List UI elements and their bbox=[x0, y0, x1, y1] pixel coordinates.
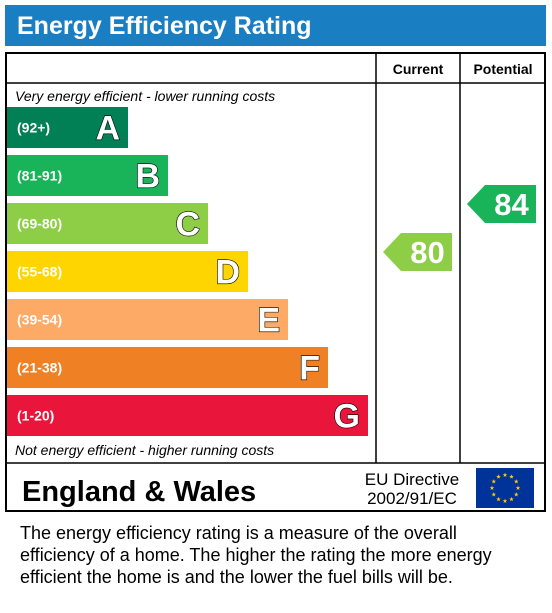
eu-star bbox=[502, 472, 508, 477]
eu-star bbox=[491, 492, 497, 497]
bottom-note: Not energy efficient - higher running co… bbox=[15, 442, 274, 458]
eu-star bbox=[496, 496, 501, 502]
band-c-letter: C bbox=[175, 206, 200, 244]
band-a-bar bbox=[7, 107, 128, 148]
description-line-3: efficient the home is and the lower the … bbox=[20, 567, 453, 587]
description-line-1: The energy efficiency rating is a measur… bbox=[20, 523, 457, 543]
description-line-2: efficiency of a home. The higher the rat… bbox=[20, 545, 492, 565]
band-d-bar bbox=[7, 251, 248, 292]
region-label: England & Wales bbox=[22, 476, 256, 508]
band-b-letter: B bbox=[135, 158, 160, 196]
rating-arrows: 80 84 bbox=[383, 185, 536, 271]
band-e-bar bbox=[7, 299, 288, 340]
eu-flag-icon bbox=[476, 468, 534, 508]
eu-star bbox=[513, 479, 519, 484]
band-c-range: (69-80) bbox=[17, 216, 62, 232]
band-b-bar bbox=[7, 155, 168, 196]
eu-star bbox=[502, 498, 508, 503]
current-rating-value: 80 bbox=[410, 235, 444, 270]
band-c-bar bbox=[7, 203, 208, 244]
eu-star bbox=[489, 485, 495, 490]
chart-frame bbox=[5, 52, 546, 512]
title-bar: Energy Efficiency Rating bbox=[5, 5, 546, 46]
chart-title: Energy Efficiency Rating bbox=[17, 12, 312, 40]
band-g-letter: G bbox=[334, 398, 360, 436]
band-d-letter: D bbox=[215, 254, 240, 292]
rating-bands: (92+) A (81-91) B (69-80) C (55-68) D (39-54) E (2… bbox=[7, 107, 368, 436]
band-e-range: (39-54) bbox=[17, 312, 62, 328]
band-g-bar bbox=[7, 395, 368, 436]
band-f-range: (21-38) bbox=[17, 360, 62, 376]
directive-line-1: EU Directive bbox=[365, 470, 459, 489]
band-d-range: (55-68) bbox=[17, 264, 62, 280]
eu-star bbox=[509, 474, 514, 479]
eu-star bbox=[496, 474, 501, 479]
description: The energy efficiency rating is a measur… bbox=[20, 522, 535, 588]
potential-column-header: Potential bbox=[473, 61, 532, 77]
eu-star bbox=[515, 485, 521, 490]
eu-star bbox=[491, 479, 497, 484]
current-column-header: Current bbox=[393, 61, 444, 77]
band-a-range: (92+) bbox=[17, 120, 50, 136]
eu-star bbox=[513, 492, 519, 497]
eu-star bbox=[509, 496, 514, 502]
potential-rating-arrow bbox=[467, 185, 536, 223]
directive-line-2: 2002/91/EC bbox=[367, 489, 457, 508]
current-rating-arrow bbox=[383, 233, 452, 271]
band-f-letter: F bbox=[299, 350, 320, 388]
band-f-bar bbox=[7, 347, 328, 388]
potential-rating-value: 84 bbox=[494, 187, 529, 222]
band-b-range: (81-91) bbox=[17, 168, 62, 184]
top-note: Very energy efficient - lower running co… bbox=[15, 88, 275, 104]
band-g-range: (1-20) bbox=[17, 408, 54, 424]
band-e-letter: E bbox=[257, 302, 280, 340]
band-a-letter: A bbox=[95, 110, 120, 148]
